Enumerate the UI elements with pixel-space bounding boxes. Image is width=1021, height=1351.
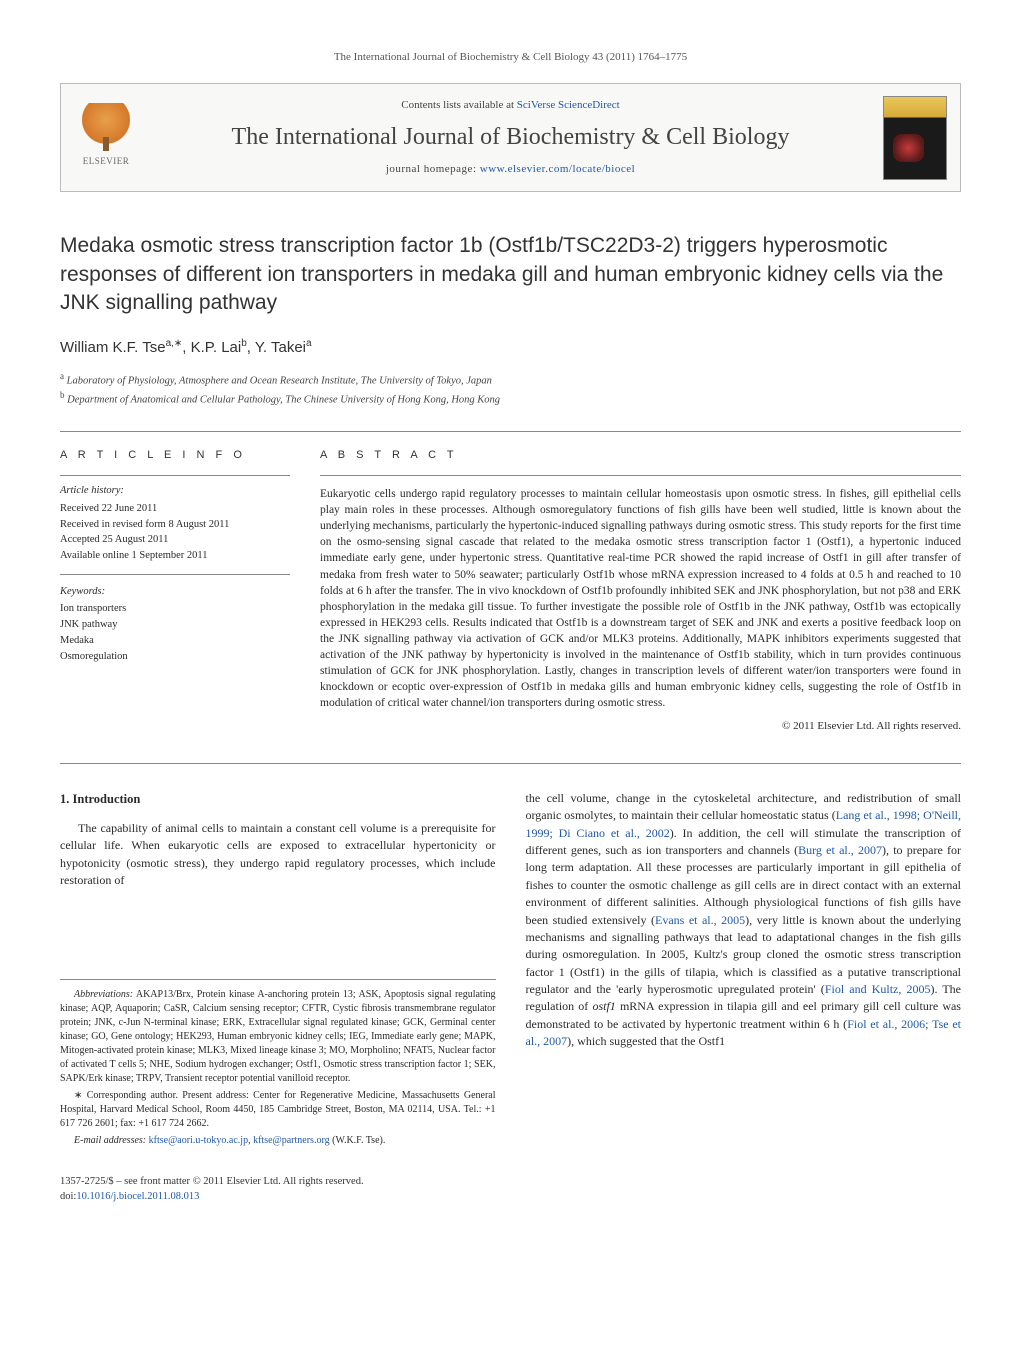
email-who: (W.K.F. Tse). xyxy=(330,1135,386,1146)
homepage-prefix: journal homepage: xyxy=(386,163,480,175)
rp-f: ), which suggested that the Ostf1 xyxy=(567,1034,725,1048)
abbrev-footnote: Abbreviations: AKAP13/Brx, Protein kinas… xyxy=(60,988,496,1086)
article-title: Medaka osmotic stress transcription fact… xyxy=(60,232,961,317)
email-link-1[interactable]: kftse@aori.u-tokyo.ac.jp xyxy=(149,1135,248,1146)
homepage-line: journal homepage: www.elsevier.com/locat… xyxy=(161,162,860,177)
article-info-head: A R T I C L E I N F O xyxy=(60,448,290,463)
cite-evans[interactable]: Evans et al., 2005 xyxy=(655,913,745,927)
keyword-2: Medaka xyxy=(60,633,290,649)
right-column: the cell volume, change in the cytoskele… xyxy=(526,790,962,1152)
journal-banner: ELSEVIER Contents lists available at Sci… xyxy=(60,83,961,192)
keywords-label: Keywords: xyxy=(60,585,290,600)
doi-link[interactable]: 10.1016/j.biocel.2011.08.013 xyxy=(76,1191,199,1202)
abstract-rule xyxy=(320,475,961,476)
abstract: A B S T R A C T Eukaryotic cells undergo… xyxy=(320,448,961,735)
publisher-logo-cell: ELSEVIER xyxy=(61,84,151,191)
intro-p1-right: the cell volume, change in the cytoskele… xyxy=(526,790,962,1051)
elsevier-tree-icon xyxy=(82,103,130,151)
sciencedirect-link[interactable]: SciVerse ScienceDirect xyxy=(517,99,620,111)
article-info: A R T I C L E I N F O Article history: R… xyxy=(60,448,290,735)
affiliation-a-text: Laboratory of Physiology, Atmosphere and… xyxy=(67,376,492,387)
section-1-head: 1. Introduction xyxy=(60,790,496,808)
contents-line: Contents lists available at SciVerse Sci… xyxy=(161,98,860,113)
keyword-1: JNK pathway xyxy=(60,617,290,633)
ostf1-italic: ostf1 xyxy=(592,999,615,1013)
rule-mid xyxy=(60,763,961,764)
rule-top xyxy=(60,431,961,432)
keyword-0: Ion transporters xyxy=(60,601,290,617)
contents-prefix: Contents lists available at xyxy=(401,99,516,111)
abstract-head: A B S T R A C T xyxy=(320,448,961,463)
email-link-2[interactable]: kftse@partners.org xyxy=(253,1135,330,1146)
affiliation-a: a Laboratory of Physiology, Atmosphere a… xyxy=(60,370,961,389)
journal-cover-thumb xyxy=(883,96,947,180)
keyword-3: Osmoregulation xyxy=(60,649,290,665)
elsevier-logo: ELSEVIER xyxy=(76,103,136,173)
corresponding-footnote: ∗ Corresponding author. Present address:… xyxy=(60,1089,496,1131)
page-footer: 1357-2725/$ – see front matter © 2011 El… xyxy=(60,1175,961,1204)
authors-line: William K.F. Tsea,∗, K.P. Laib, Y. Takei… xyxy=(60,337,961,358)
abstract-body: Eukaryotic cells undergo rapid regulator… xyxy=(320,486,961,711)
cite-burg[interactable]: Burg et al., 2007 xyxy=(798,843,882,857)
history-block: Article history: Received 22 June 2011 R… xyxy=(60,476,290,575)
history-label: Article history: xyxy=(60,484,290,499)
keywords-block: Keywords: Ion transporters JNK pathway M… xyxy=(60,585,290,665)
affiliation-b-text: Department of Anatomical and Cellular Pa… xyxy=(67,395,500,406)
cite-fiol05[interactable]: Fiol and Kultz, 2005 xyxy=(825,982,931,996)
journal-name: The International Journal of Biochemistr… xyxy=(161,122,860,152)
affiliation-b: b Department of Anatomical and Cellular … xyxy=(60,389,961,408)
body-columns: 1. Introduction The capability of animal… xyxy=(60,790,961,1152)
history-line-1: Received in revised form 8 August 2011 xyxy=(60,517,290,533)
abbrev-body: AKAP13/Brx, Protein kinase A-anchoring p… xyxy=(60,989,496,1084)
email-footnote: E-mail addresses: kftse@aori.u-tokyo.ac.… xyxy=(60,1134,496,1148)
abbrev-label: Abbreviations: xyxy=(74,989,133,1000)
email-label: E-mail addresses: xyxy=(74,1135,146,1146)
banner-center: Contents lists available at SciVerse Sci… xyxy=(151,84,870,191)
footer-line1-pre: 1357-2725/$ – see front matter xyxy=(60,1176,193,1187)
history-line-3: Available online 1 September 2011 xyxy=(60,548,290,564)
abstract-copyright: © 2011 Elsevier Ltd. All rights reserved… xyxy=(320,719,961,734)
left-column: 1. Introduction The capability of animal… xyxy=(60,790,496,1152)
footer-line1-post: © 2011 Elsevier Ltd. All rights reserved… xyxy=(193,1176,364,1187)
intro-p1-left: The capability of animal cells to mainta… xyxy=(60,820,496,890)
journal-cover-cell xyxy=(870,84,960,191)
info-abstract-row: A R T I C L E I N F O Article history: R… xyxy=(60,448,961,735)
footnotes: Abbreviations: AKAP13/Brx, Protein kinas… xyxy=(60,979,496,1148)
history-line-0: Received 22 June 2011 xyxy=(60,501,290,517)
affiliations: a Laboratory of Physiology, Atmosphere a… xyxy=(60,370,961,409)
elsevier-label: ELSEVIER xyxy=(83,155,130,168)
history-line-2: Accepted 25 August 2011 xyxy=(60,532,290,548)
doi-prefix: doi: xyxy=(60,1191,76,1202)
running-header: The International Journal of Biochemistr… xyxy=(60,50,961,65)
homepage-link[interactable]: www.elsevier.com/locate/biocel xyxy=(480,163,635,175)
